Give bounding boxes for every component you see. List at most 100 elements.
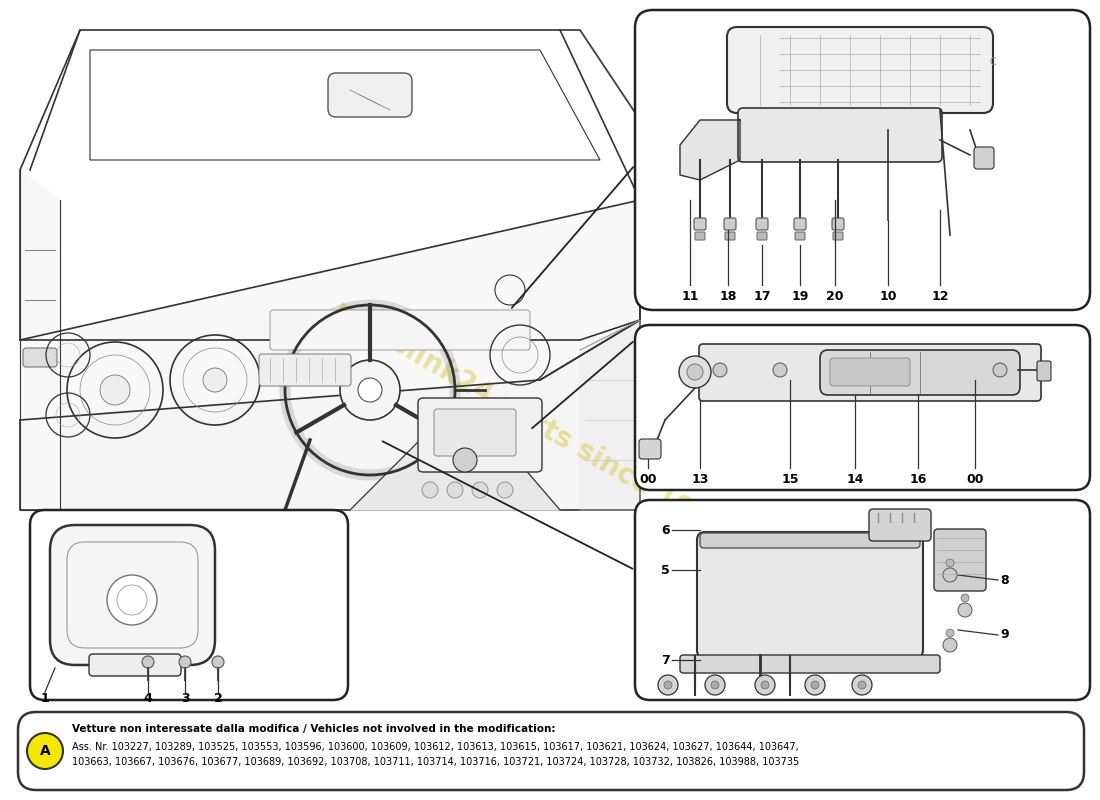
FancyBboxPatch shape xyxy=(635,500,1090,700)
FancyBboxPatch shape xyxy=(795,232,805,240)
FancyBboxPatch shape xyxy=(695,232,705,240)
FancyBboxPatch shape xyxy=(830,358,910,386)
FancyBboxPatch shape xyxy=(1037,361,1050,381)
Circle shape xyxy=(497,482,513,498)
Text: 10: 10 xyxy=(879,290,896,303)
FancyBboxPatch shape xyxy=(694,218,706,230)
FancyBboxPatch shape xyxy=(635,325,1090,490)
Text: A: A xyxy=(40,744,51,758)
Circle shape xyxy=(773,363,786,377)
Text: partslink24 parts since 1984: partslink24 parts since 1984 xyxy=(329,296,730,544)
Text: 13: 13 xyxy=(691,473,708,486)
Circle shape xyxy=(204,368,227,392)
FancyBboxPatch shape xyxy=(738,108,942,162)
Polygon shape xyxy=(20,320,640,510)
Text: 12: 12 xyxy=(932,290,948,303)
Polygon shape xyxy=(350,440,560,510)
FancyBboxPatch shape xyxy=(697,532,923,658)
Text: 18: 18 xyxy=(719,290,737,303)
Circle shape xyxy=(447,482,463,498)
FancyBboxPatch shape xyxy=(820,350,1020,395)
FancyBboxPatch shape xyxy=(328,73,412,117)
Circle shape xyxy=(212,656,224,668)
FancyBboxPatch shape xyxy=(50,525,215,665)
Text: 9: 9 xyxy=(1000,629,1009,642)
FancyBboxPatch shape xyxy=(833,232,843,240)
FancyBboxPatch shape xyxy=(794,218,806,230)
Circle shape xyxy=(664,681,672,689)
Text: Vetture non interessate dalla modifica / Vehicles not involved in the modificati: Vetture non interessate dalla modifica /… xyxy=(72,724,556,734)
Text: 11: 11 xyxy=(681,290,698,303)
Polygon shape xyxy=(680,120,740,180)
Circle shape xyxy=(961,594,969,602)
FancyBboxPatch shape xyxy=(18,712,1083,790)
Circle shape xyxy=(340,360,400,420)
Circle shape xyxy=(946,559,954,567)
Text: 00: 00 xyxy=(639,473,657,486)
Text: 6: 6 xyxy=(661,523,670,537)
Circle shape xyxy=(100,375,130,405)
Text: 103663, 103667, 103676, 103677, 103689, 103692, 103708, 103711, 103714, 103716, : 103663, 103667, 103676, 103677, 103689, … xyxy=(72,757,800,767)
Circle shape xyxy=(805,675,825,695)
FancyBboxPatch shape xyxy=(869,509,931,541)
FancyBboxPatch shape xyxy=(757,232,767,240)
Circle shape xyxy=(679,356,711,388)
Text: 4: 4 xyxy=(144,692,153,705)
Circle shape xyxy=(28,733,63,769)
Circle shape xyxy=(993,363,1007,377)
FancyBboxPatch shape xyxy=(934,529,986,591)
Circle shape xyxy=(658,675,678,695)
Text: 14: 14 xyxy=(846,473,864,486)
Text: 3: 3 xyxy=(180,692,189,705)
FancyBboxPatch shape xyxy=(725,232,735,240)
FancyBboxPatch shape xyxy=(30,510,348,700)
Circle shape xyxy=(811,681,819,689)
Text: 00: 00 xyxy=(966,473,983,486)
Text: 7: 7 xyxy=(661,654,670,666)
Text: 17: 17 xyxy=(754,290,771,303)
Circle shape xyxy=(142,656,154,668)
Circle shape xyxy=(422,482,438,498)
Text: 16: 16 xyxy=(910,473,926,486)
FancyBboxPatch shape xyxy=(698,344,1041,401)
Text: 8: 8 xyxy=(1000,574,1009,586)
Circle shape xyxy=(453,448,477,472)
Polygon shape xyxy=(580,320,640,510)
FancyBboxPatch shape xyxy=(700,533,920,548)
Circle shape xyxy=(755,675,775,695)
Text: 19: 19 xyxy=(791,290,808,303)
Circle shape xyxy=(179,656,191,668)
FancyBboxPatch shape xyxy=(89,654,182,676)
FancyBboxPatch shape xyxy=(832,218,844,230)
Text: 1: 1 xyxy=(41,692,50,705)
FancyBboxPatch shape xyxy=(434,409,516,456)
Circle shape xyxy=(852,675,872,695)
Circle shape xyxy=(705,675,725,695)
Circle shape xyxy=(943,638,957,652)
Polygon shape xyxy=(20,200,640,420)
Text: 20: 20 xyxy=(826,290,844,303)
Circle shape xyxy=(358,378,382,402)
Circle shape xyxy=(472,482,488,498)
FancyBboxPatch shape xyxy=(680,655,940,673)
Circle shape xyxy=(946,629,954,637)
FancyBboxPatch shape xyxy=(23,348,57,367)
FancyBboxPatch shape xyxy=(635,10,1090,310)
FancyBboxPatch shape xyxy=(270,310,530,350)
FancyBboxPatch shape xyxy=(639,439,661,459)
Polygon shape xyxy=(20,170,60,510)
Text: C: C xyxy=(990,57,997,67)
Text: Ass. Nr. 103227, 103289, 103525, 103553, 103596, 103600, 103609, 103612, 103613,: Ass. Nr. 103227, 103289, 103525, 103553,… xyxy=(72,742,799,752)
FancyBboxPatch shape xyxy=(258,354,351,386)
Circle shape xyxy=(858,681,866,689)
Circle shape xyxy=(958,603,972,617)
Text: 5: 5 xyxy=(661,563,670,577)
Text: 2: 2 xyxy=(213,692,222,705)
Circle shape xyxy=(107,575,157,625)
FancyBboxPatch shape xyxy=(418,398,542,472)
Circle shape xyxy=(761,681,769,689)
Text: 15: 15 xyxy=(781,473,799,486)
FancyBboxPatch shape xyxy=(756,218,768,230)
FancyBboxPatch shape xyxy=(727,27,993,113)
Circle shape xyxy=(713,363,727,377)
